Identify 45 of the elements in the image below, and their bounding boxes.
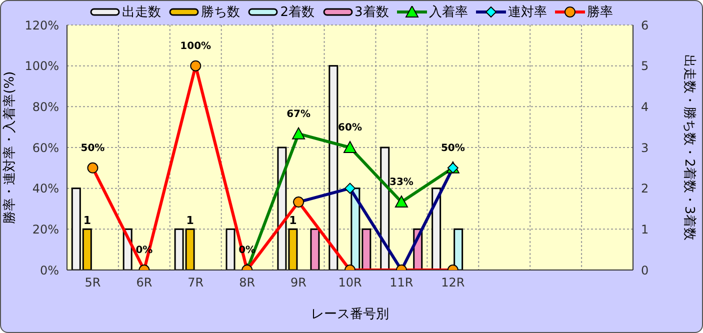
legend-label: 勝率: [586, 4, 613, 21]
legend-label: 連対率: [506, 4, 547, 21]
bar: [380, 146, 390, 270]
bar: [226, 228, 236, 270]
data-label: 1: [186, 214, 194, 228]
data-label: 1: [289, 214, 297, 228]
y2-tick-label: 1: [641, 222, 649, 236]
data-label: 33%: [389, 177, 414, 188]
y2-tick-label: 0: [641, 263, 649, 278]
legend-label: 入着率: [428, 4, 468, 21]
y-tick-label: 60%: [32, 140, 59, 155]
data-label: 60%: [338, 122, 362, 134]
bar: [328, 65, 338, 270]
x-tick-label: 11R: [390, 276, 414, 290]
y2-tick-label: 4: [641, 100, 649, 114]
bar: [310, 228, 320, 270]
x-tick-label: 9R: [290, 276, 307, 290]
legend-label: 2着数: [279, 4, 314, 21]
x-axis-title: レース番号別: [311, 307, 389, 322]
x-tick-label: 10R: [338, 276, 362, 290]
data-label: 1: [83, 214, 91, 228]
y2-tick-label: 3: [641, 140, 649, 155]
y-tick-label: 0%: [40, 263, 59, 278]
x-tick-label: 5R: [84, 276, 101, 290]
legend-label: 3着数: [354, 4, 389, 21]
y2-tick-label: 5: [641, 59, 649, 74]
y-tick-label: 100%: [24, 59, 59, 74]
y-axis-title: 勝率・連対率・入着率(%): [2, 71, 18, 224]
y2-tick-label: 6: [641, 18, 649, 32]
data-label: 50%: [440, 142, 465, 154]
y2-axis-title: 出走数・勝ち数・2着数・3着数: [681, 54, 698, 240]
data-label: 50%: [80, 142, 105, 154]
legend-label: 出走数: [121, 4, 162, 21]
y-tick-label: 80%: [32, 100, 59, 114]
x-tick-label: 7R: [188, 276, 204, 290]
data-label: 67%: [286, 108, 311, 120]
y2-tick-label: 2: [641, 182, 649, 196]
x-tick-label: 6R: [136, 276, 152, 290]
legend-label: 勝ち数: [200, 4, 240, 21]
y-tick-label: 120%: [24, 18, 59, 32]
data-label: 100%: [180, 40, 212, 52]
y-tick-label: 20%: [32, 222, 59, 236]
x-tick-label: 12R: [441, 276, 465, 290]
y-tick-label: 40%: [32, 182, 59, 196]
x-tick-label: 8R: [239, 276, 256, 290]
